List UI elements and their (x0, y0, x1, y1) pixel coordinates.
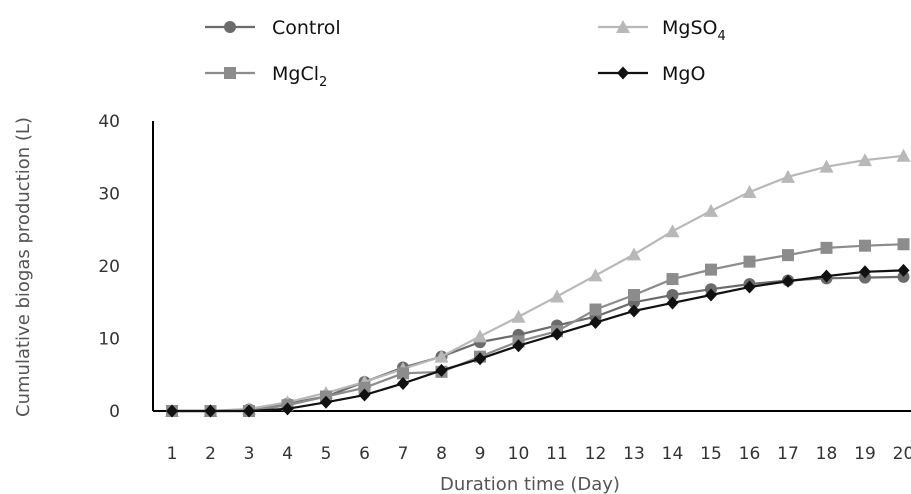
legend: Control MgSO4 MgCl2 MgO (205, 17, 726, 90)
x-tick-label: 14 (662, 444, 684, 464)
series-line-mgo (172, 269, 904, 413)
data-point-mgo (512, 339, 525, 353)
data-point-mgcl2 (820, 241, 833, 254)
legend-label: MgSO4 (662, 17, 726, 44)
data-point-mgo (397, 376, 409, 390)
data-point-mgso4 (511, 309, 526, 323)
data-point-mgcl2 (782, 249, 794, 262)
y-tick-label: 20 (98, 257, 120, 277)
x-tick-label: 12 (585, 444, 607, 464)
data-point-mgcl2 (743, 255, 756, 268)
data-point-mgo (666, 296, 679, 310)
x-tick-label: 18 (816, 444, 838, 464)
data-point-mgo (782, 274, 794, 288)
x-tick-label: 1 (167, 444, 178, 464)
x-tick-label: 20 (893, 444, 911, 464)
y-axis-label: Cumulative biogas production (L) (13, 117, 34, 417)
series-mgcl2 (166, 238, 910, 417)
legend-item-mgo: MgO (598, 63, 705, 85)
data-point-mgso4 (742, 185, 757, 199)
x-tick-label: 16 (739, 444, 761, 464)
data-point-mgcl2 (859, 239, 871, 252)
x-tick-label: 15 (700, 444, 722, 464)
data-point-mgo (358, 388, 371, 402)
data-point-mgo (551, 327, 563, 341)
x-tick-label: 9 (475, 444, 486, 464)
legend-item-control: Control (205, 17, 341, 39)
legend-marker (224, 21, 236, 33)
data-point-control (666, 289, 679, 301)
x-tick-label: 2 (205, 444, 216, 464)
x-tick-label: 7 (398, 444, 409, 464)
data-point-mgcl2 (589, 303, 602, 316)
data-point-mgo (320, 395, 332, 409)
data-point-mgso4 (665, 224, 680, 238)
series-mgo (166, 263, 910, 418)
legend-label: Control (272, 17, 341, 39)
y-tick-label: 40 (98, 112, 120, 132)
data-point-mgcl2 (358, 381, 371, 394)
data-point-mgo (743, 280, 756, 294)
data-point-mgso4 (896, 148, 911, 162)
series-line-mgcl2 (172, 243, 904, 413)
data-point-mgo (628, 304, 640, 318)
data-point-mgso4 (588, 268, 603, 282)
data-point-mgo (820, 269, 833, 283)
data-point-mgcl2 (705, 263, 717, 276)
data-point-mgso4 (819, 159, 834, 173)
data-point-mgcl2 (628, 289, 640, 301)
series-control (166, 270, 910, 417)
x-tick-label: 19 (854, 444, 876, 464)
x-tick-label: 11 (546, 444, 568, 464)
y-tick-label: 30 (98, 185, 120, 205)
data-point-mgcl2 (666, 273, 679, 286)
x-tick-label: 10 (508, 444, 530, 464)
legend-marker (617, 66, 629, 80)
x-tick-label: 4 (282, 444, 293, 464)
series-mgso4 (165, 148, 911, 417)
legend-label: MgO (662, 63, 705, 85)
data-point-mgso4 (550, 289, 564, 303)
data-point-control (897, 270, 910, 283)
y-tick-label: 10 (98, 330, 120, 350)
data-point-mgo (243, 404, 255, 418)
data-point-mgcl2 (397, 367, 409, 380)
data-point-mgo (474, 352, 486, 366)
data-point-mgcl2 (897, 238, 910, 251)
x-tick-label: 6 (359, 444, 370, 464)
x-tick-label: 5 (321, 444, 332, 464)
series-line-mgso4 (172, 154, 904, 413)
x-tick-label: 13 (623, 444, 645, 464)
data-point-mgso4 (858, 153, 872, 167)
data-point-mgso4 (781, 169, 795, 183)
x-tick-label: 3 (244, 444, 255, 464)
legend-item-mgso4: MgSO4 (598, 17, 726, 44)
data-point-mgo (705, 288, 717, 302)
legend-marker (616, 20, 630, 33)
legend-marker (224, 67, 236, 79)
series-line-control (172, 275, 904, 413)
data-point-mgo (204, 404, 217, 418)
data-point-mgo (166, 404, 178, 418)
data-point-mgo (589, 316, 602, 330)
data-point-mgso4 (434, 349, 449, 363)
series-group (165, 148, 911, 418)
data-point-mgso4 (704, 203, 718, 217)
legend-label: MgCl2 (272, 63, 327, 90)
x-tick-label: 8 (436, 444, 447, 464)
y-tick-label: 0 (109, 402, 120, 422)
x-tick-label: 17 (777, 444, 799, 464)
data-point-mgo (435, 363, 448, 377)
legend-item-mgcl2: MgCl2 (205, 63, 327, 90)
data-point-mgso4 (473, 329, 487, 343)
data-point-mgo (897, 263, 910, 277)
x-axis-label: Duration time (Day) (440, 474, 620, 494)
data-point-mgo (281, 402, 294, 416)
data-point-mgo (859, 265, 871, 279)
data-point-mgso4 (627, 247, 641, 261)
